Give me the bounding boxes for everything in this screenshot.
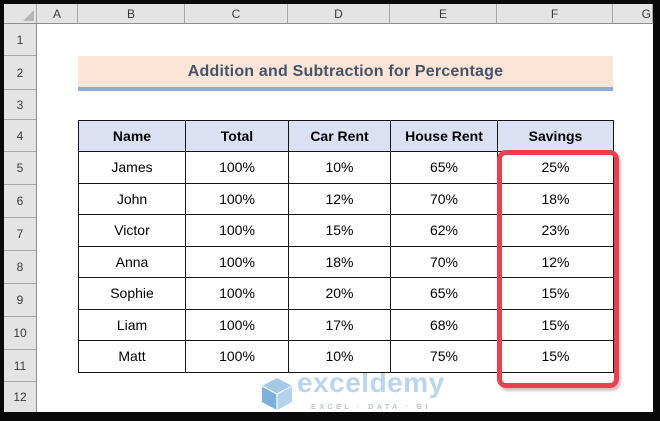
- savings-highlight-box: [497, 150, 619, 388]
- column-header-g[interactable]: G: [613, 4, 653, 23]
- table-cell[interactable]: John: [78, 182, 186, 215]
- table-header-row: Name Total Car Rent House Rent Savings: [78, 120, 614, 152]
- table-cell[interactable]: Liam: [78, 308, 186, 341]
- select-all-button[interactable]: [4, 4, 37, 23]
- table-cell[interactable]: 12%: [288, 182, 391, 215]
- col-header-car-rent[interactable]: Car Rent: [288, 120, 391, 152]
- column-header-c[interactable]: C: [185, 4, 288, 23]
- column-header-bar: A B C D E F G: [4, 4, 653, 24]
- column-header-a[interactable]: A: [37, 4, 78, 23]
- col-header-savings[interactable]: Savings: [497, 120, 614, 152]
- select-all-triangle-icon: [23, 10, 34, 21]
- table-cell[interactable]: 100%: [185, 340, 289, 373]
- table-cell[interactable]: 100%: [185, 245, 289, 278]
- worksheet: A B C D E F G 1 2 3 4 5 6 7 8 9 10 11 12: [4, 4, 653, 412]
- table-cell[interactable]: 17%: [288, 308, 391, 341]
- table-cell[interactable]: 15%: [497, 340, 614, 373]
- table-cell[interactable]: Sophie: [78, 277, 186, 310]
- table-cell[interactable]: Victor: [78, 214, 186, 247]
- sheet-title: Addition and Subtraction for Percentage: [187, 62, 504, 80]
- row-header-11[interactable]: 11: [4, 350, 36, 382]
- table-cell[interactable]: 65%: [390, 151, 498, 184]
- title-underline: [78, 87, 613, 91]
- column-header-b[interactable]: B: [78, 4, 185, 23]
- table-cell[interactable]: 18%: [497, 182, 614, 215]
- cell-grid: exceldemy EXCEL · DATA · BI Addition and…: [37, 24, 653, 412]
- table-cell[interactable]: 70%: [390, 245, 498, 278]
- table-row: Matt 100% 10% 75% 15%: [78, 340, 614, 373]
- column-header-f[interactable]: F: [497, 4, 613, 23]
- table-cell[interactable]: 100%: [185, 182, 289, 215]
- table-cell[interactable]: 62%: [390, 214, 498, 247]
- table-cell[interactable]: 100%: [185, 214, 289, 247]
- table-cell[interactable]: Matt: [78, 340, 186, 373]
- table-row: John 100% 12% 70% 18%: [78, 182, 614, 215]
- row-header-7[interactable]: 7: [4, 218, 36, 251]
- table-cell[interactable]: 65%: [390, 277, 498, 310]
- table-cell[interactable]: 15%: [497, 308, 614, 341]
- table-row: Anna 100% 18% 70% 12%: [78, 245, 614, 278]
- table-cell[interactable]: James: [78, 151, 186, 184]
- row-header-10[interactable]: 10: [4, 317, 36, 350]
- table-cell[interactable]: 100%: [185, 277, 289, 310]
- col-header-name[interactable]: Name: [78, 120, 186, 152]
- table-cell[interactable]: 68%: [390, 308, 498, 341]
- row-header-2[interactable]: 2: [4, 56, 36, 90]
- exceldemy-logo-icon: [261, 378, 293, 410]
- row-header-bar: 1 2 3 4 5 6 7 8 9 10 11 12: [4, 24, 37, 412]
- watermark-tagline: EXCEL · DATA · BI: [311, 402, 431, 411]
- watermark: exceldemy EXCEL · DATA · BI: [261, 367, 491, 412]
- row-header-9[interactable]: 9: [4, 284, 36, 317]
- table-cell[interactable]: 10%: [288, 340, 391, 373]
- table-cell[interactable]: 25%: [497, 151, 614, 184]
- table-row: Sophie 100% 20% 65% 15%: [78, 277, 614, 310]
- table-cell[interactable]: 20%: [288, 277, 391, 310]
- table-cell[interactable]: 75%: [390, 340, 498, 373]
- row-header-3[interactable]: 3: [4, 90, 36, 120]
- row-header-4[interactable]: 4: [4, 120, 36, 152]
- table-cell[interactable]: 100%: [185, 151, 289, 184]
- table-cell[interactable]: 15%: [288, 214, 391, 247]
- table-cell[interactable]: 15%: [497, 277, 614, 310]
- watermark-brand: exceldemy: [297, 367, 445, 398]
- row-header-8[interactable]: 8: [4, 251, 36, 284]
- table-cell[interactable]: Anna: [78, 245, 186, 278]
- col-header-house-rent[interactable]: House Rent: [390, 120, 498, 152]
- table-cell[interactable]: 18%: [288, 245, 391, 278]
- data-table: Name Total Car Rent House Rent Savings J…: [78, 120, 614, 373]
- column-header-d[interactable]: D: [288, 4, 390, 23]
- row-header-12[interactable]: 12: [13, 390, 27, 404]
- table-row: Victor 100% 15% 62% 23%: [78, 214, 614, 247]
- col-header-total[interactable]: Total: [185, 120, 289, 152]
- table-cell[interactable]: 70%: [390, 182, 498, 215]
- row-header-6[interactable]: 6: [4, 185, 36, 218]
- title-banner-cell[interactable]: Addition and Subtraction for Percentage: [78, 56, 613, 87]
- table-cell[interactable]: 100%: [185, 308, 289, 341]
- column-header-e[interactable]: E: [390, 4, 497, 23]
- row-header-1[interactable]: 1: [4, 24, 36, 56]
- row-header-5[interactable]: 5: [4, 152, 36, 185]
- table-cell[interactable]: 10%: [288, 151, 391, 184]
